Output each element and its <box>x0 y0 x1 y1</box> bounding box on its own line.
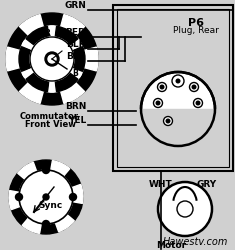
Circle shape <box>166 120 170 123</box>
Circle shape <box>156 102 160 106</box>
Circle shape <box>70 194 77 201</box>
Wedge shape <box>70 42 82 50</box>
Bar <box>139 110 217 150</box>
Bar <box>113 6 233 171</box>
Circle shape <box>43 220 50 228</box>
Text: BRN: BRN <box>65 102 86 110</box>
Wedge shape <box>70 69 82 78</box>
Circle shape <box>153 99 162 108</box>
Circle shape <box>160 86 164 89</box>
Text: Front View: Front View <box>24 120 75 128</box>
Text: B: B <box>73 69 78 78</box>
Circle shape <box>9 160 83 234</box>
Circle shape <box>157 83 167 92</box>
Wedge shape <box>18 162 37 181</box>
Text: P6: P6 <box>188 18 204 28</box>
Text: Motor: Motor <box>156 240 186 249</box>
Text: Commutator,: Commutator, <box>20 112 81 120</box>
Wedge shape <box>22 216 42 234</box>
Wedge shape <box>72 48 85 72</box>
Circle shape <box>196 102 200 106</box>
Bar <box>117 10 229 167</box>
Text: R: R <box>44 29 50 38</box>
Text: Sync: Sync <box>38 201 62 210</box>
Circle shape <box>193 99 203 108</box>
Circle shape <box>176 80 180 84</box>
Circle shape <box>141 73 215 146</box>
Circle shape <box>19 170 73 224</box>
Text: RED: RED <box>66 28 86 37</box>
Circle shape <box>45 53 59 67</box>
Wedge shape <box>61 16 85 36</box>
Wedge shape <box>55 27 78 46</box>
Circle shape <box>43 167 50 174</box>
Text: Plug, Rear: Plug, Rear <box>173 26 219 35</box>
Wedge shape <box>70 184 83 204</box>
Wedge shape <box>55 213 74 232</box>
Wedge shape <box>50 82 54 93</box>
Text: YEL: YEL <box>68 116 86 124</box>
Text: G: G <box>58 80 64 90</box>
Circle shape <box>164 117 172 126</box>
Circle shape <box>192 86 196 89</box>
Circle shape <box>43 194 49 200</box>
Wedge shape <box>22 42 34 50</box>
Text: WHT: WHT <box>149 179 173 188</box>
Text: R: R <box>40 80 46 90</box>
Wedge shape <box>26 27 49 46</box>
Circle shape <box>177 201 193 217</box>
Wedge shape <box>20 83 43 104</box>
Wedge shape <box>20 16 43 36</box>
Wedge shape <box>22 69 34 78</box>
Wedge shape <box>61 83 85 104</box>
Text: G: G <box>66 35 72 44</box>
Wedge shape <box>50 161 70 178</box>
Text: BLU: BLU <box>66 52 86 61</box>
Circle shape <box>30 38 74 82</box>
Circle shape <box>48 56 56 64</box>
Wedge shape <box>19 48 31 72</box>
Circle shape <box>19 27 85 93</box>
Wedge shape <box>84 48 98 72</box>
Wedge shape <box>55 73 78 92</box>
Circle shape <box>189 83 199 92</box>
Text: Hawestv.com: Hawestv.com <box>162 236 228 246</box>
Circle shape <box>16 194 23 201</box>
Wedge shape <box>9 191 23 210</box>
Circle shape <box>172 76 184 88</box>
Circle shape <box>6 14 98 106</box>
Text: GRN: GRN <box>64 1 86 10</box>
Text: GRY: GRY <box>197 179 217 188</box>
Wedge shape <box>50 27 54 38</box>
Circle shape <box>158 182 212 236</box>
Text: BLK: BLK <box>66 40 86 49</box>
Wedge shape <box>6 48 20 72</box>
Text: B: B <box>32 35 38 44</box>
Wedge shape <box>26 73 49 92</box>
